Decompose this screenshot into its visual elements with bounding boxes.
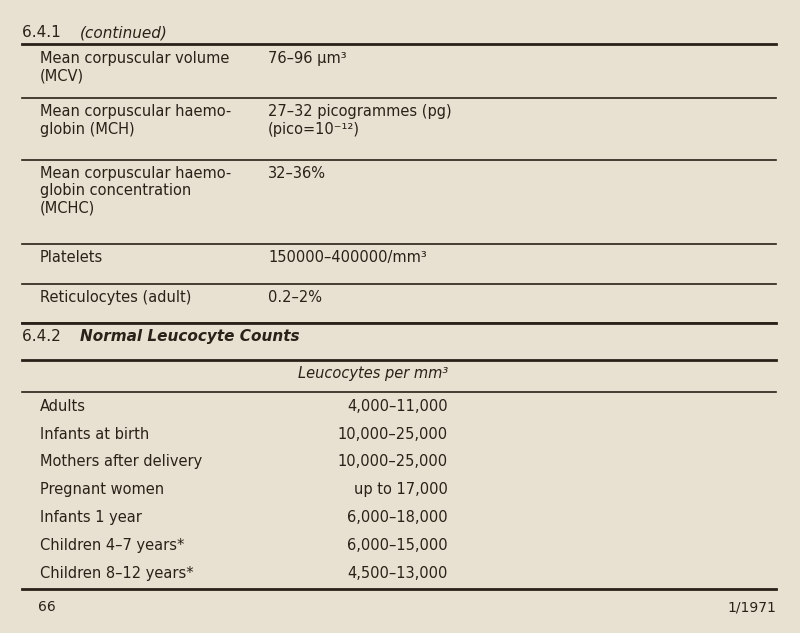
Text: Infants 1 year: Infants 1 year — [40, 510, 142, 525]
Text: Platelets: Platelets — [40, 250, 103, 265]
Text: 32–36%: 32–36% — [268, 166, 326, 181]
Text: Infants at birth: Infants at birth — [40, 427, 150, 442]
Text: Children 8–12 years*: Children 8–12 years* — [40, 566, 194, 581]
Text: 10,000–25,000: 10,000–25,000 — [338, 427, 448, 442]
Text: 10,000–25,000: 10,000–25,000 — [338, 454, 448, 470]
Text: (continued): (continued) — [80, 25, 168, 41]
Text: 6,000–15,000: 6,000–15,000 — [347, 538, 448, 553]
Text: Adults: Adults — [40, 399, 86, 414]
Text: 0.2–2%: 0.2–2% — [268, 290, 322, 305]
Text: 6.4.2: 6.4.2 — [22, 329, 71, 344]
Text: Pregnant women: Pregnant women — [40, 482, 164, 498]
Text: Mean corpuscular haemo-
globin concentration
(MCHC): Mean corpuscular haemo- globin concentra… — [40, 166, 231, 216]
Text: Children 4–7 years*: Children 4–7 years* — [40, 538, 184, 553]
Text: 4,500–13,000: 4,500–13,000 — [348, 566, 448, 581]
Text: Normal Leucocyte Counts: Normal Leucocyte Counts — [80, 329, 300, 344]
Text: 66: 66 — [38, 600, 56, 614]
Text: 6,000–18,000: 6,000–18,000 — [347, 510, 448, 525]
Text: 6.4.1: 6.4.1 — [22, 25, 71, 41]
Text: Mothers after delivery: Mothers after delivery — [40, 454, 202, 470]
Text: 1/1971: 1/1971 — [727, 600, 776, 614]
Text: Mean corpuscular haemo-
globin (MCH): Mean corpuscular haemo- globin (MCH) — [40, 104, 231, 137]
Text: Mean corpuscular volume
(MCV): Mean corpuscular volume (MCV) — [40, 51, 230, 83]
Text: 27–32 picogrammes (pg)
(pico=10⁻¹²): 27–32 picogrammes (pg) (pico=10⁻¹²) — [268, 104, 452, 137]
Text: 150000–400000/mm³: 150000–400000/mm³ — [268, 250, 426, 265]
Text: Leucocytes per mm³: Leucocytes per mm³ — [298, 366, 448, 381]
Text: 4,000–11,000: 4,000–11,000 — [347, 399, 448, 414]
Text: Reticulocytes (adult): Reticulocytes (adult) — [40, 290, 191, 305]
Text: 76–96 μm³: 76–96 μm³ — [268, 51, 346, 66]
Text: up to 17,000: up to 17,000 — [354, 482, 448, 498]
